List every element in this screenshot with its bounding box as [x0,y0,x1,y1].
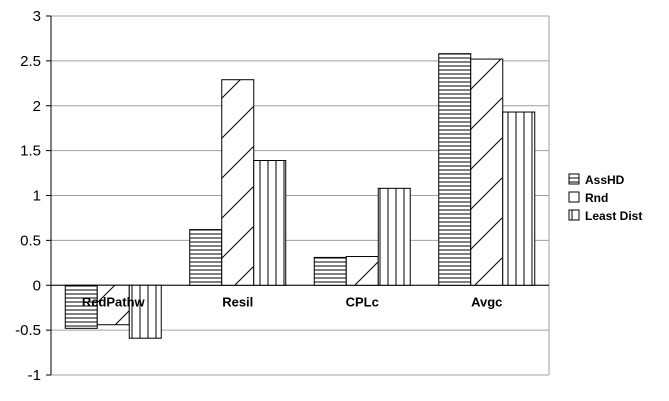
bar-least-dist [502,111,536,286]
y-tick-label: 0 [33,277,41,294]
bar-asshd [313,256,347,286]
legend-label: AssHD [585,173,625,187]
y-tick-label: 2.5 [20,53,41,70]
bar-least-dist [377,187,411,286]
category-label: Avgc [471,294,502,309]
legend-swatch [568,209,580,221]
y-tick-label: 2 [33,98,41,115]
legend-swatch [568,191,580,203]
legend-swatch [568,173,580,185]
category-label: RedPathw [82,294,146,309]
category-label: Resil [222,294,253,309]
bar-rnd [221,79,255,286]
legend-label: Rnd [585,191,608,205]
legend: AssHD Rnd Least Dist [568,173,642,223]
y-tick-label: -0.5 [15,322,41,339]
y-tick-label: 0.5 [20,232,41,249]
y-tick-label: 1.5 [20,143,41,160]
bars [64,53,536,339]
y-tick-label: 1 [33,188,41,205]
labels: -1 -0.5 0 0.5 1 1.5 2 2.5 3 RedPathw Resil CPLc Avgc [15,8,502,384]
bar-asshd [438,53,472,286]
y-tick-label: -1 [28,367,41,384]
bar-rnd [345,256,379,286]
bar-rnd [470,58,504,286]
legend-label: Least Dist [585,209,642,223]
bar-least-dist [253,159,287,286]
bar-least-dist [128,284,162,339]
y-tick-label: 3 [33,8,41,25]
category-label: CPLc [346,294,379,309]
bar-asshd [189,229,223,286]
